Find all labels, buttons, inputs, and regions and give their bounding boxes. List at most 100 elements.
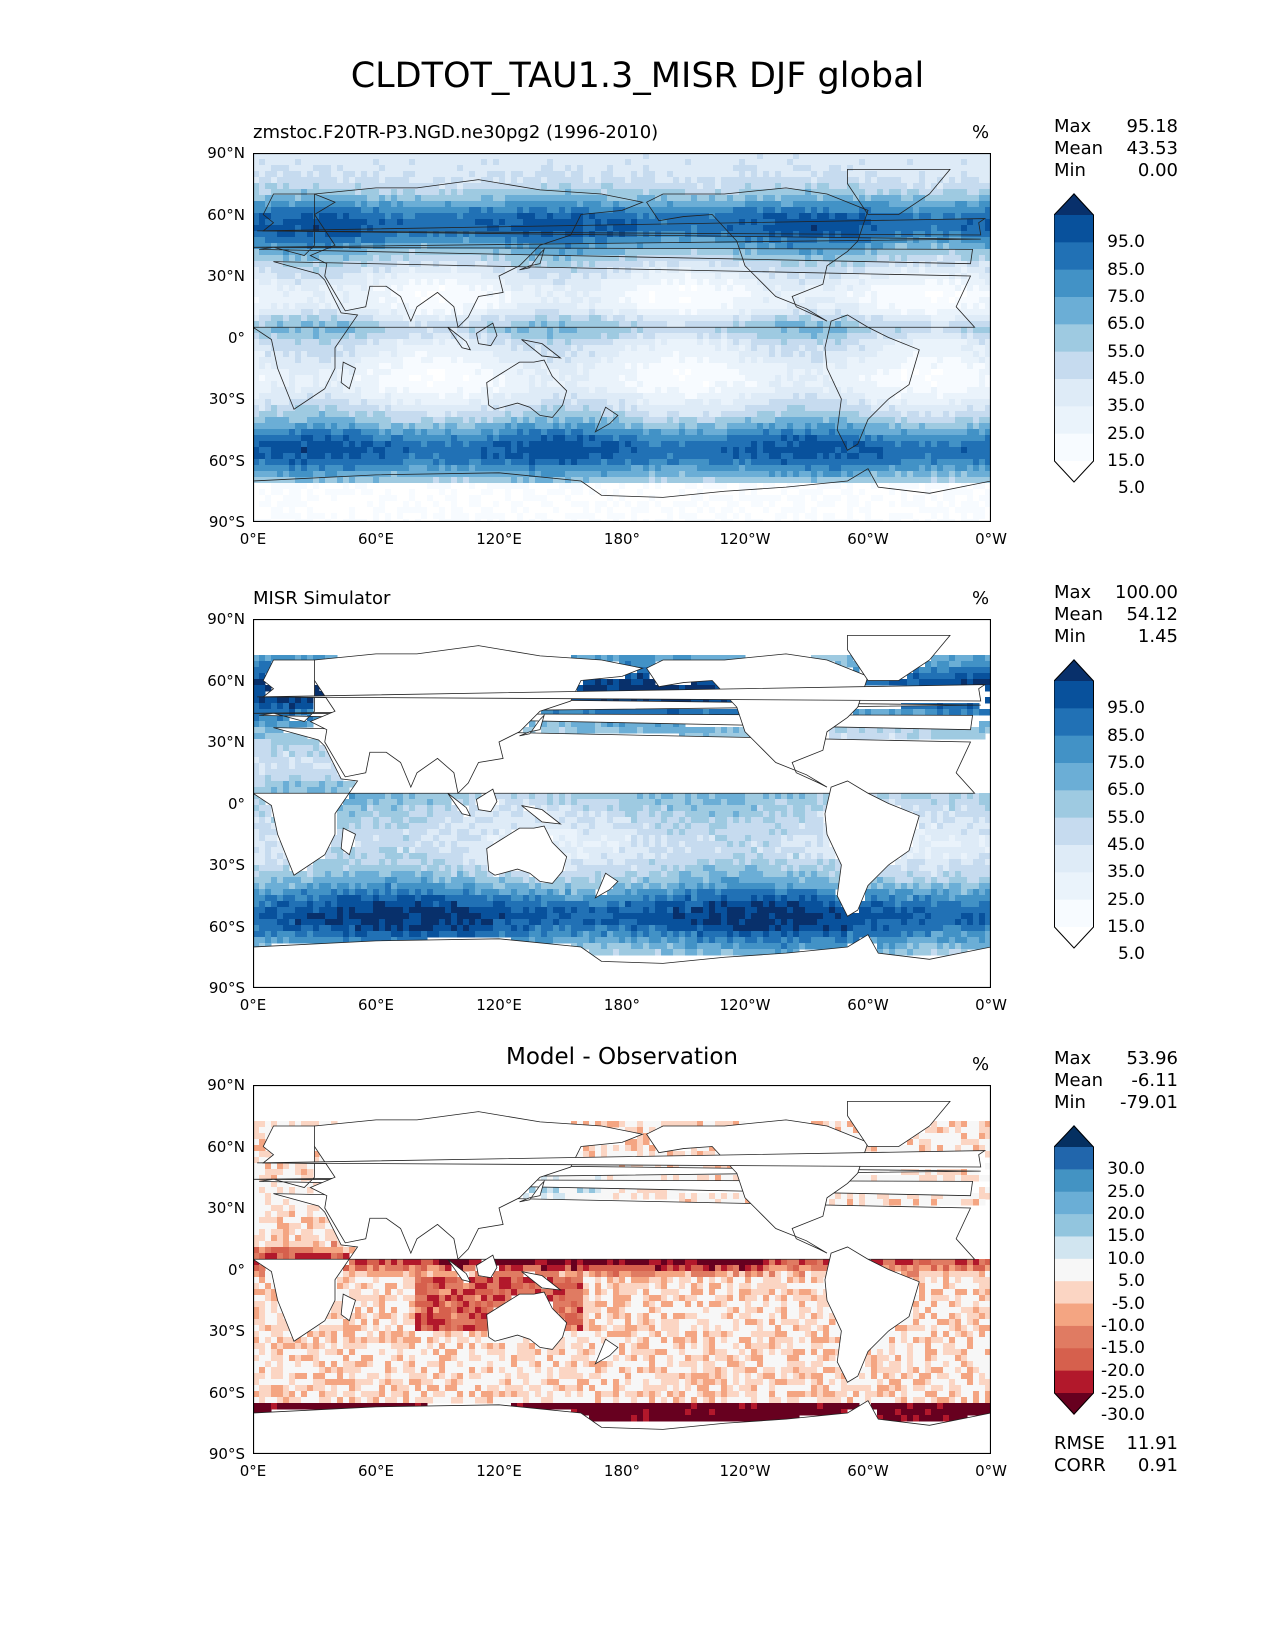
- coastline-borneo: [476, 1254, 498, 1279]
- colorbar: [1053, 659, 1094, 953]
- lon-tick-label: 0°W: [975, 996, 1007, 1014]
- coastline-uk: [257, 684, 987, 702]
- lon-tick-label: 0°W: [975, 530, 1007, 548]
- colorbar-tick-label: -15.0: [1101, 1338, 1145, 1359]
- panel-title: Model - Observation: [505, 1044, 739, 1070]
- panel-title: MISR Simulator: [253, 588, 391, 609]
- panel-title: zmstoc.F20TR-P3.NGD.ne30pg2 (1996-2010): [253, 122, 659, 143]
- colorbar-tick-label: 85.0: [1107, 725, 1145, 746]
- lat-tick-label: 0°: [227, 794, 245, 813]
- coastline-newguinea: [521, 1271, 562, 1291]
- lon-tick-label: 120°W: [719, 1462, 771, 1480]
- colorbar-tick-label: 10.0: [1107, 1248, 1145, 1269]
- lat-tick-label: 30°N: [207, 267, 245, 285]
- coastline-samerica: [824, 314, 920, 451]
- coastline-asia: [309, 1111, 644, 1261]
- coastline-africa: [251, 261, 976, 410]
- coastline-newguinea: [521, 805, 562, 825]
- coastline-europe: [252, 193, 981, 265]
- coastline-sumatra: [447, 326, 472, 351]
- colorbar-tick-label: -5.0: [1111, 1293, 1145, 1314]
- panel-observation: MISR Simulator% Max 100.00 Mean 54.12 Min 1.45…: [0, 582, 1275, 1034]
- coastline-namerica: [646, 187, 869, 322]
- colorbar-tick-label: 65.0: [1107, 314, 1145, 335]
- coastline-sumatra: [447, 1258, 472, 1283]
- score-corr: CORR 0.91: [1054, 1455, 1178, 1476]
- coastline-australia: [486, 359, 568, 418]
- lon-tick-label: 60°W: [847, 530, 889, 548]
- lat-tick-label: 30°S: [208, 1322, 245, 1340]
- lat-tick-label: 90°S: [208, 513, 245, 531]
- lat-tick-label: 30°N: [207, 733, 245, 751]
- colorbar-tick-label: 75.0: [1107, 753, 1145, 773]
- map-plot: [251, 1084, 992, 1455]
- colorbar-tick-label: 95.0: [1107, 698, 1145, 719]
- lon-tick-label: 0°E: [239, 1462, 267, 1480]
- lon-tick-label: 120°E: [476, 1462, 522, 1480]
- map-svg: [251, 618, 992, 989]
- units-label: %: [972, 122, 990, 143]
- colorbar-tick-label: 15.0: [1107, 1226, 1145, 1247]
- coastline-australia: [486, 1291, 568, 1350]
- lon-tick-label: 120°W: [719, 530, 771, 548]
- colorbar-tick-label: -25.0: [1101, 1383, 1145, 1403]
- stat-mean: Mean 43.53: [1054, 138, 1178, 159]
- lat-tick-label: 90°N: [207, 610, 245, 628]
- skill-scores: RMSE 11.91 CORR 0.91: [1054, 1433, 1178, 1477]
- colorbar-tick-label: 5.0: [1117, 478, 1145, 499]
- colorbar-tick-label: 55.0: [1107, 341, 1145, 362]
- lat-tick-label: 60°S: [208, 451, 245, 470]
- colorbar-tick-label: 65.0: [1107, 780, 1145, 801]
- colorbar: [1053, 193, 1094, 487]
- coastline-samerica: [824, 1246, 920, 1383]
- lat-tick-label: 30°S: [208, 390, 245, 408]
- lon-tick-label: 0°E: [239, 530, 267, 548]
- lon-tick-label: 0°E: [239, 996, 267, 1014]
- lon-tick-label: 180°: [603, 996, 641, 1014]
- coastline-asia: [309, 179, 644, 329]
- score-rmse: RMSE 11.91: [1054, 1433, 1178, 1454]
- colorbar-tick-label: 30.0: [1107, 1159, 1145, 1180]
- coastline-borneo: [476, 322, 498, 347]
- coastline-africa: [251, 1193, 976, 1342]
- coastline-sumatra: [447, 792, 472, 817]
- lon-tick-label: 180°: [603, 530, 641, 548]
- coastline-africa: [251, 727, 976, 876]
- panel-model: zmstoc.F20TR-P3.NGD.ne30pg2 (1996-2010)%…: [0, 116, 1275, 568]
- coastline-borneo: [476, 788, 498, 813]
- coastline-japan: [519, 713, 545, 737]
- lon-tick-label: 0°W: [975, 1462, 1007, 1480]
- map-svg: [251, 152, 992, 526]
- stat-min: Min -79.01: [1054, 1092, 1178, 1113]
- colorbar-tick-label: 35.0: [1107, 396, 1145, 417]
- lat-tick-label: 0°: [227, 1260, 245, 1279]
- coastline-uk: [257, 218, 987, 236]
- lat-tick-label: 30°S: [208, 856, 245, 874]
- coastline-nz: [594, 872, 619, 899]
- map-plot: [251, 618, 992, 989]
- map-svg: [251, 1084, 992, 1455]
- stat-mean: Mean -6.11: [1054, 1070, 1178, 1091]
- coastline-australia: [486, 825, 568, 884]
- lon-tick-label: 180°: [603, 1462, 641, 1480]
- stat-min: Min 1.45: [1054, 626, 1178, 647]
- stat-max: Max 95.18: [1054, 116, 1178, 137]
- lat-tick-label: 60°S: [208, 917, 245, 936]
- coastline-newguinea: [521, 339, 562, 359]
- colorbar-tick-label: 5.0: [1117, 944, 1145, 965]
- coastline-nz: [594, 406, 619, 433]
- figure-title: CLDTOT_TAU1.3_MISR DJF global: [350, 56, 925, 96]
- lat-tick-label: 90°S: [208, 979, 245, 997]
- lat-tick-label: 60°N: [207, 671, 245, 690]
- lon-tick-label: 120°E: [476, 530, 522, 548]
- colorbar-tick-label: 55.0: [1107, 807, 1145, 828]
- colorbar-tick-label: 45.0: [1107, 369, 1145, 389]
- lat-tick-label: 30°N: [207, 1199, 245, 1217]
- coastline-japan: [519, 247, 545, 271]
- lat-tick-label: 60°N: [207, 205, 245, 224]
- lat-tick-label: 90°N: [207, 1076, 245, 1094]
- colorbar-tick-label: 5.0: [1117, 1271, 1145, 1292]
- colorbar-tick-label: -10.0: [1101, 1315, 1145, 1336]
- coastline-japan: [519, 1179, 545, 1203]
- lat-tick-label: 90°N: [207, 144, 245, 162]
